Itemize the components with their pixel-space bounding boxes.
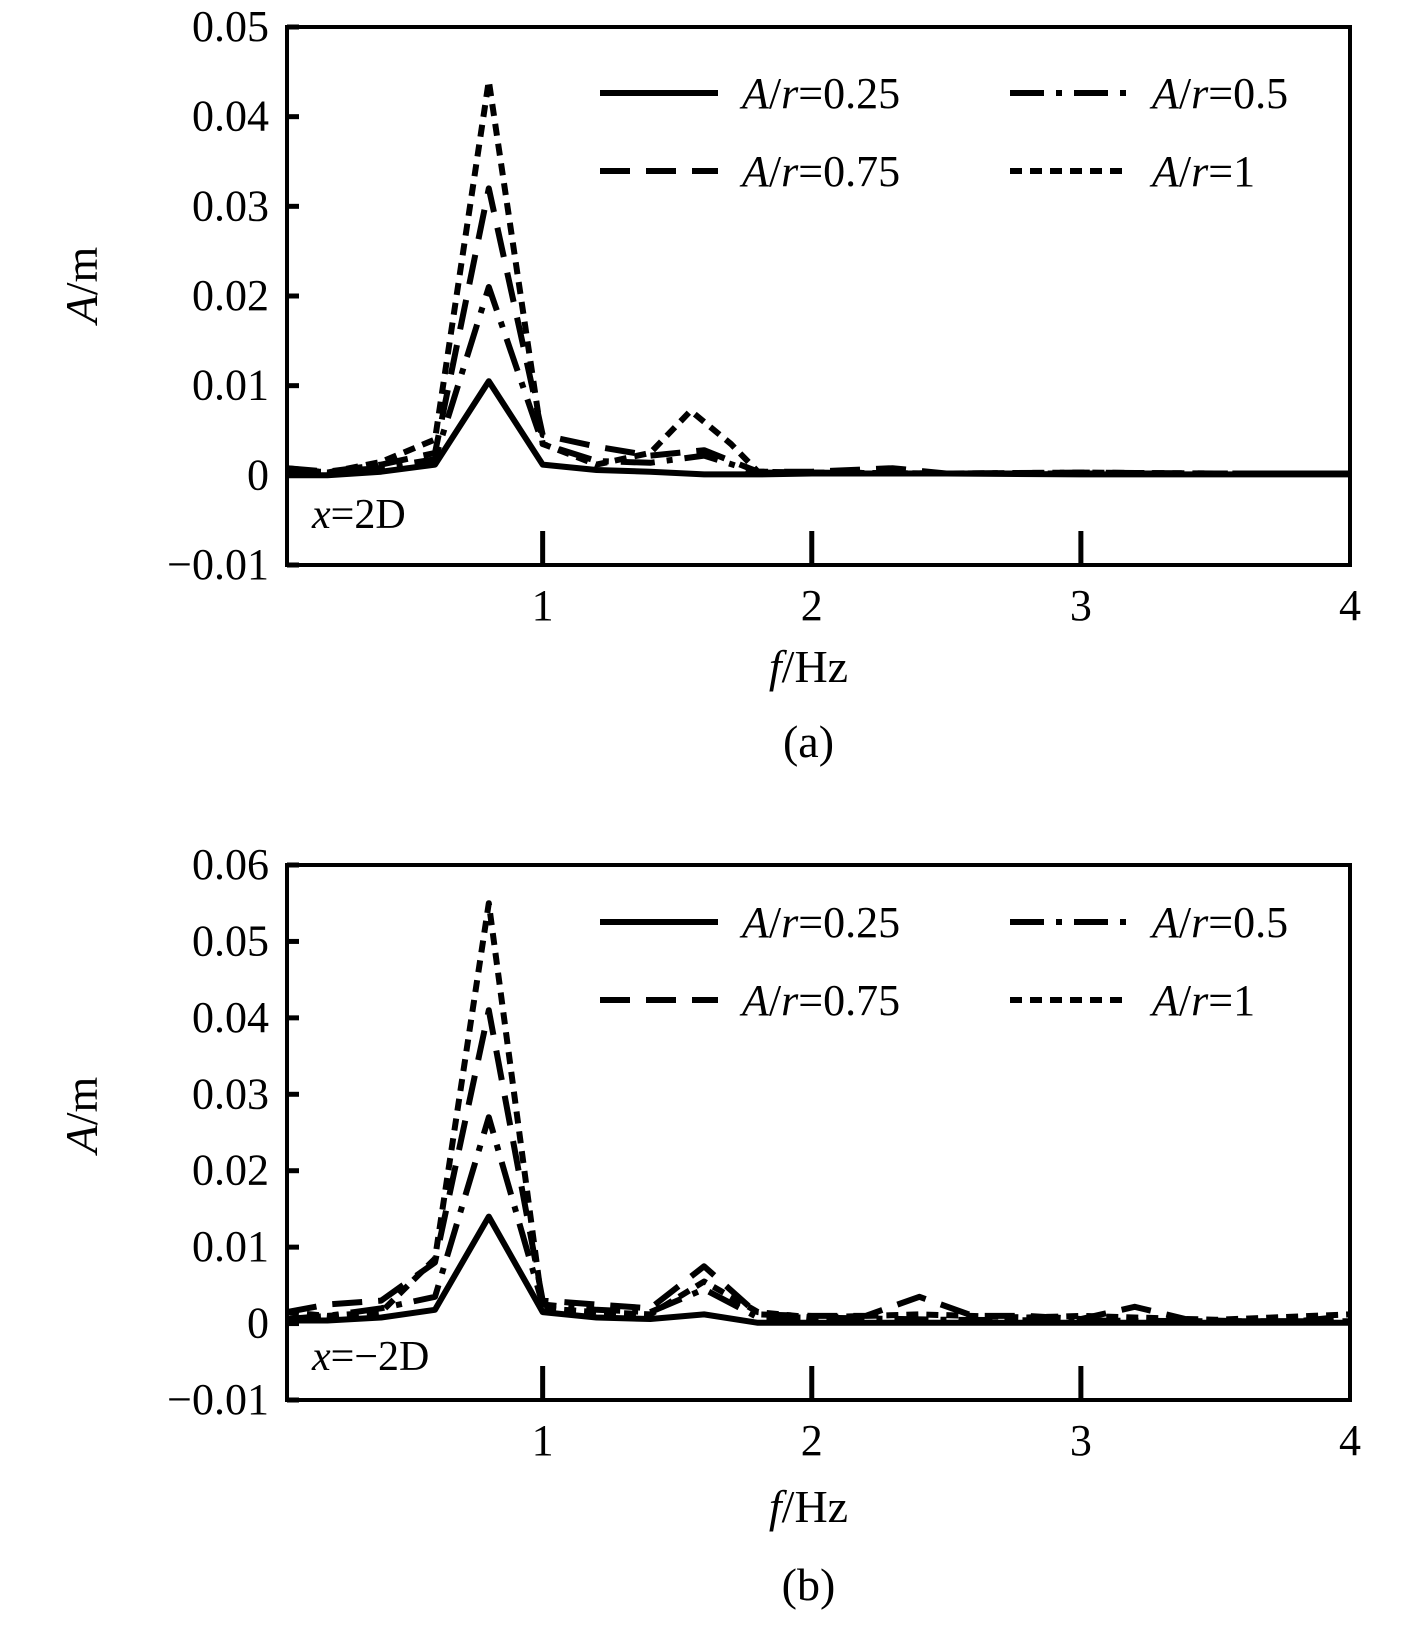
x-axis-label: f/Hz [769,641,848,692]
legend-label: A/r=0.5 [1149,898,1288,947]
y-tick-label: −0.01 [167,540,269,589]
chart-panel-a: 0.05 0.04 0.03 0.02 0.01 0 −0.01 1 2 3 4 A/r=0.25 A/… [56,2,1361,767]
x-tick-label: 3 [1070,1416,1092,1465]
legend-entry: A/r=0.75 [600,976,900,1025]
x-tick-label: 3 [1070,581,1092,630]
y-tick-label: 0.02 [192,1146,269,1195]
legend-label: A/r=0.5 [1149,69,1288,118]
legend-entry: A/r=1 [1010,147,1255,196]
y-tick-label: 0.01 [192,361,269,410]
chart-panel-b: 0.06 0.05 0.04 0.03 0.02 0.01 0 −0.01 1 2 3 4 A/r=0.… [56,840,1361,1610]
legend-entry: A/r=0.25 [600,69,900,118]
legend-label: A/r=0.75 [739,976,900,1025]
y-axis-label: A/m [56,246,107,326]
plot-frame [285,863,1352,1402]
x-tick-label: 4 [1339,1416,1361,1465]
y-tick-label: 0 [247,1299,269,1348]
position-annotation: x=−2D [311,1334,429,1380]
panel-caption: (a) [783,716,834,767]
y-tick-label: 0.05 [192,2,269,51]
panel-caption: (b) [782,1559,836,1610]
legend-label: A/r=1 [1149,147,1255,196]
y-tick-label: 0.04 [192,92,269,141]
y-tick-label: 0.03 [192,1069,269,1118]
x-tick-label: 1 [532,581,554,630]
legend-entry: A/r=0.25 [600,898,900,947]
legend-entry: A/r=0.5 [1010,898,1288,947]
x-tick-label: 4 [1339,581,1361,630]
y-tick-label: 0.02 [192,271,269,320]
y-tick-label: 0.03 [192,181,269,230]
series-line-dotted [286,900,1351,1323]
y-tick-label: 0.05 [192,916,269,965]
series-line-solid [287,1213,1350,1326]
x-tick-label: 2 [801,581,823,630]
legend-label: A/r=0.75 [739,147,900,196]
y-axis-label: A/m [56,1076,107,1156]
y-tick-label: 0.06 [192,840,269,889]
y-tick-label: 0.01 [192,1222,269,1271]
x-tick-label: 1 [532,1416,554,1465]
series-line-dashdot [287,284,1350,477]
position-annotation: x=2D [311,492,406,538]
series-line-dotted [286,77,1350,477]
y-tick-label: 0 [247,450,269,499]
legend-entry: A/r=0.75 [600,147,900,196]
series-line-dashed [286,185,1350,477]
legend-entry: A/r=0.5 [1010,69,1288,118]
legend-label: A/r=0.25 [739,898,900,947]
x-axis-label: f/Hz [769,1481,848,1532]
legend-label: A/r=1 [1149,976,1255,1025]
x-tick-label: 2 [801,1416,823,1465]
y-tick-label: −0.01 [167,1375,269,1424]
legend-entry: A/r=1 [1010,976,1255,1025]
y-tick-label: 0.04 [192,993,269,1042]
legend-label: A/r=0.25 [739,69,900,118]
